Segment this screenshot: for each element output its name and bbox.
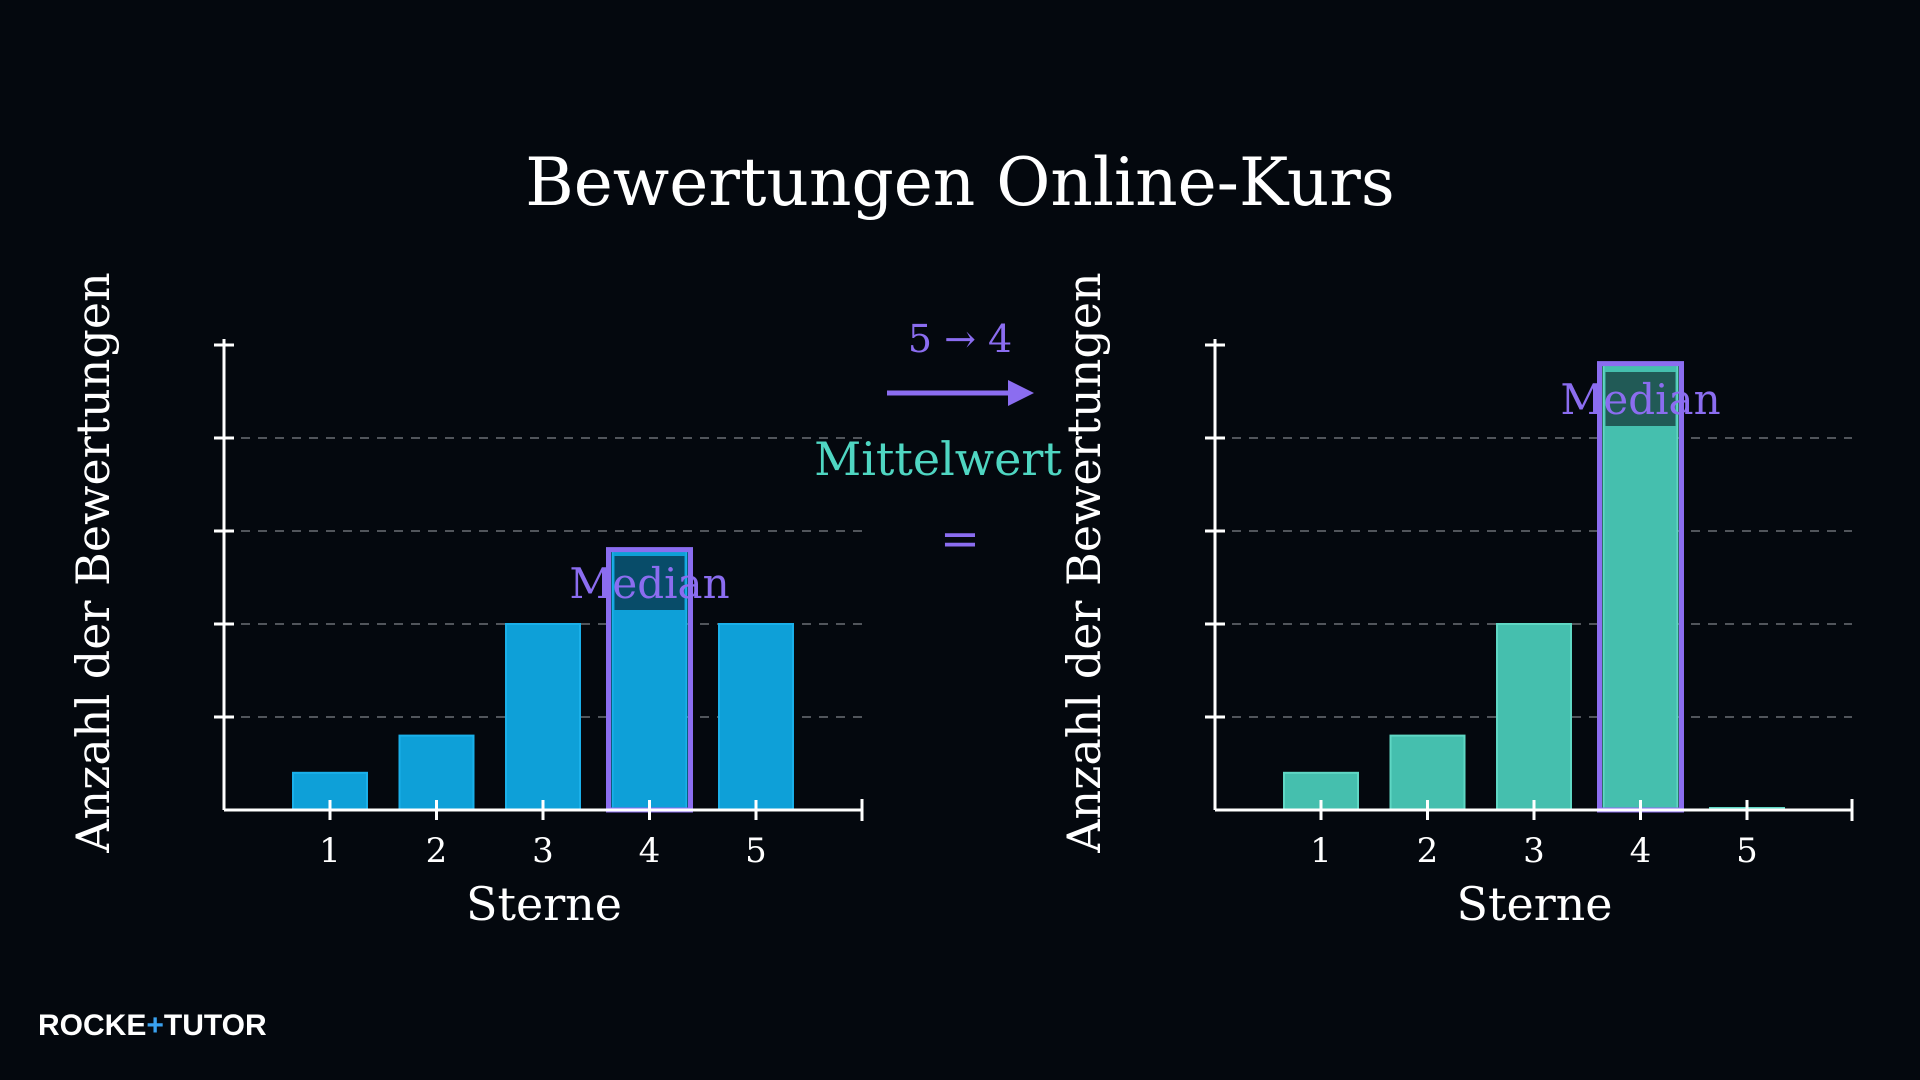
chart-right: Median 1 2 3 4 5 Sterne Anzahl der Bewertungen: [1057, 272, 1854, 931]
median-label: Median: [569, 559, 729, 608]
bar-2: [398, 734, 475, 811]
median-label: Median: [1560, 375, 1720, 424]
logo-text-1: ROCKE: [38, 1009, 147, 1042]
x-tick-label: 1: [1310, 831, 1332, 871]
bar-3: [505, 623, 581, 811]
x-tick-label: 2: [1417, 831, 1439, 871]
median-label-backdrop: [614, 556, 685, 610]
logo-plus: +: [146, 1009, 164, 1042]
change-label: 5 → 4: [908, 317, 1012, 361]
y-axis-label: Anzahl der Bewertungen: [1057, 272, 1111, 853]
x-tick-label: 1: [319, 831, 341, 871]
mittelwert-label: Mittelwert: [814, 432, 1062, 486]
bar-2: [1389, 734, 1466, 811]
equals-sign: =: [940, 511, 980, 567]
y-axis-label: Anzahl der Bewertungen: [66, 272, 120, 853]
x-tick-label: 3: [532, 831, 554, 871]
logo-text-2: TUTOR: [163, 1009, 267, 1042]
bar-3: [1496, 623, 1572, 811]
x-tick-label: 4: [1630, 831, 1652, 871]
x-axis-label: Sterne: [466, 877, 622, 931]
chart-left: Median 1 2 3 4 5 Sterne Anzahl der Bewertungen: [66, 272, 864, 931]
rockettutor-logo: ROCKE + TUTOR: [38, 1009, 267, 1043]
x-axis-label: Sterne: [1456, 877, 1612, 931]
x-tick-label: 3: [1523, 831, 1545, 871]
bar-4: [1602, 362, 1679, 811]
arrow-right-icon: [887, 380, 1034, 406]
middle-annotation: 5 → 4 Mittelwert =: [814, 317, 1062, 567]
median-label-backdrop: [1605, 372, 1676, 426]
page-title: Bewertungen Online-Kurs: [525, 144, 1394, 221]
x-tick-label: 4: [639, 831, 661, 871]
x-tick-label: 2: [426, 831, 448, 871]
x-tick-label: 5: [745, 831, 767, 871]
x-tick-label: 5: [1736, 831, 1758, 871]
bar-5: [718, 623, 794, 811]
